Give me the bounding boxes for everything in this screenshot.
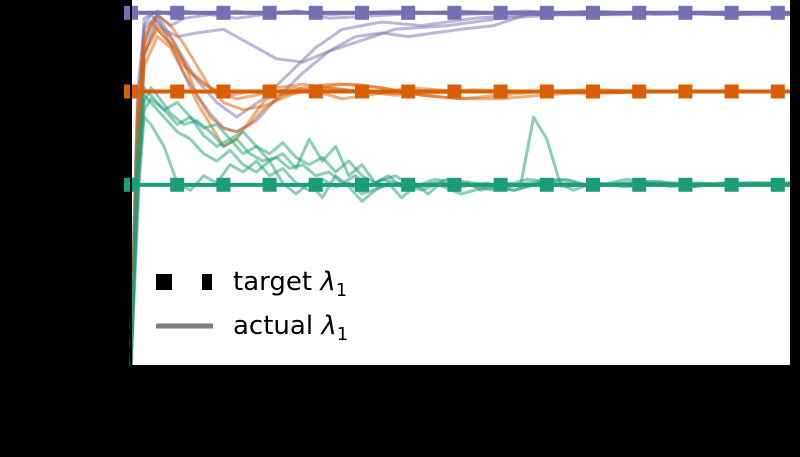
target-marker-2-3 [262,177,277,192]
target-marker-0-6 [401,5,416,20]
target-marker-0-5 [355,5,369,20]
target-marker-0-8 [493,5,508,20]
legend-target-label: target λ1 [233,267,347,301]
target-marker-2-2 [216,177,231,192]
target-marker-2-13 [724,177,739,192]
target-marker-1-3 [262,84,277,99]
target-markers [124,5,791,192]
target-marker-0-10 [586,5,600,20]
target-marker-1-13 [724,84,739,99]
target-marker-1-11 [632,84,647,99]
target-marker-1-5 [355,84,369,99]
target-marker-0-13 [724,5,739,20]
target-marker-0-11 [632,5,647,20]
target-marker-0-4 [308,5,323,20]
target-marker-2-14 [770,177,785,192]
target-marker-0-3 [262,5,277,20]
target-marker-1-12 [678,84,693,99]
target-marker-2-6 [401,177,416,192]
target-marker-2-11 [632,177,647,192]
target-marker-2-7 [447,177,462,192]
target-marker-1-1 [170,84,185,99]
target-marker-0-9 [539,5,554,20]
target-marker-0-12 [678,5,693,20]
target-marker-2-4 [308,177,323,192]
target-marker-2-5 [355,177,369,192]
legend-target-marker-1 [156,274,172,290]
target-marker-2-8 [493,177,508,192]
target-marker-1-8 [493,84,508,99]
legend-target-marker-2 [202,274,212,290]
target-marker-2-10 [586,177,600,192]
legend-entry-target: target λ1 [156,267,347,301]
target-marker-2-12 [678,177,693,192]
target-marker-2-9 [539,177,554,192]
target-marker-1-14 [770,84,785,99]
target-marker-1-4 [308,84,323,99]
target-marker-1-9 [539,84,554,99]
target-marker-1-10 [586,84,600,99]
target-marker-1-7 [447,84,462,99]
legend-entry-actual: actual λ1 [156,311,348,345]
target-marker-1-6 [401,84,416,99]
target-marker-0-14 [770,5,785,20]
actual-line-green-13 [129,97,791,367]
target-marker-1-2 [216,84,231,99]
legend-box [146,252,378,350]
legend-actual-label: actual λ1 [233,311,348,345]
target-marker-0-1 [170,5,185,20]
target-marker-0-2 [216,5,231,20]
target-marker-0-7 [447,5,462,20]
target-marker-2-1 [170,177,185,192]
